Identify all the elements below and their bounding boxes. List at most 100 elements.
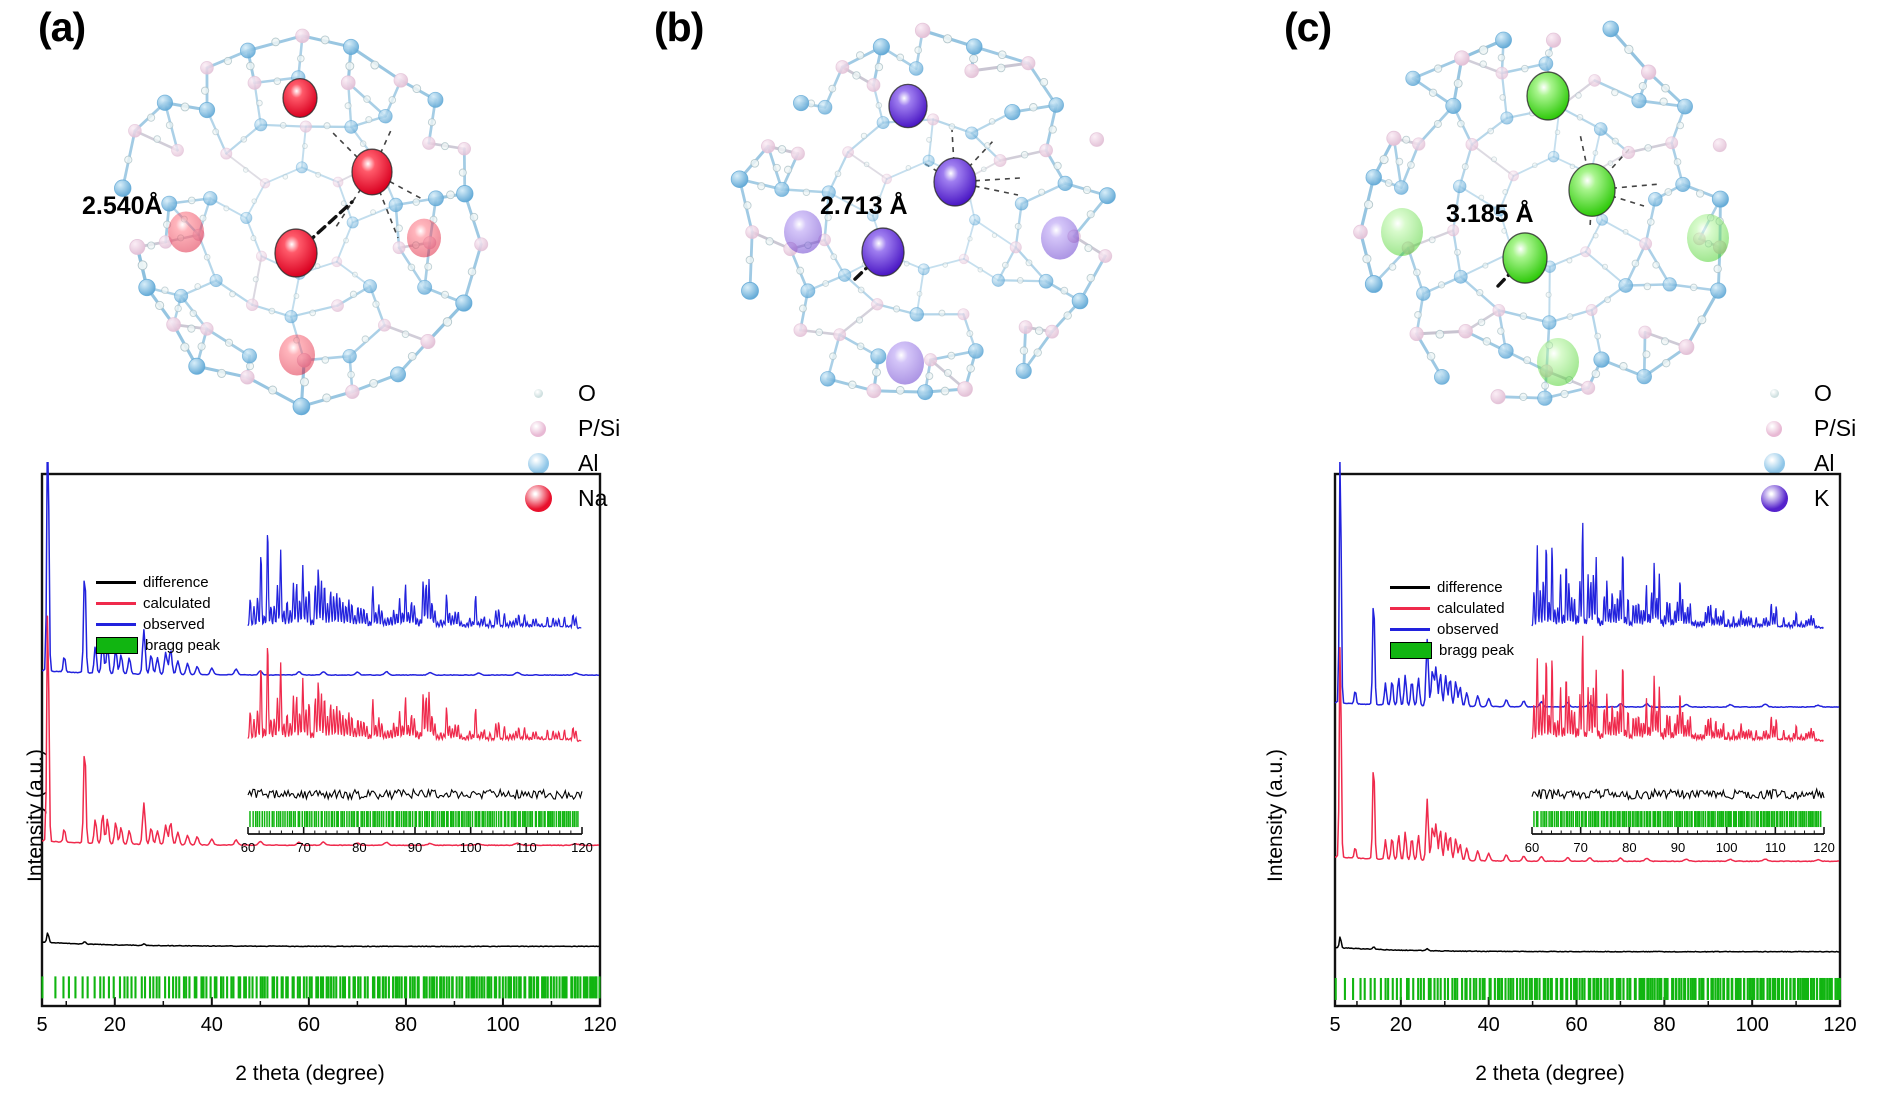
main-x-ticks-a: 5 20 40 60 80 100 120: [0, 462, 620, 1082]
legend-label-difference: difference: [1437, 579, 1503, 596]
inset-tick-100: 100: [459, 840, 482, 855]
inset-x-ticks-a: 60 70 80 90 100 110 120: [0, 462, 620, 1062]
x-tick-20: 20: [103, 1014, 126, 1036]
x-tick-5: 5: [36, 1014, 48, 1036]
inset-x-ticks-b: 60 70 80 90 100 110 120: [1240, 462, 1860, 1062]
inset-tick-120: 120: [571, 840, 593, 855]
panel-b-label: (b): [654, 4, 704, 50]
inset-tick-70: 70: [296, 840, 311, 855]
legend-row-PSi: P/Si: [1760, 411, 1856, 446]
legend-row-PSi: P/Si: [524, 411, 620, 446]
legend-row-cation: K: [1760, 481, 1856, 516]
atom-swatch-PSi: [1766, 420, 1782, 437]
main-x-ticks-b: 5 20 40 60 80 100 120: [1240, 462, 1860, 1082]
xrd-canvas-a: [40, 462, 602, 1008]
x-tick-60: 60: [1565, 1014, 1588, 1036]
legend-row-calculated: calculated: [96, 593, 220, 614]
x-tick-5: 5: [1329, 1014, 1341, 1036]
legend-swatch-observed: [96, 623, 136, 626]
legend-row-bragg: bragg peak: [1390, 640, 1514, 661]
x-tick-100: 100: [486, 1014, 520, 1036]
legend-label-observed: observed: [1437, 621, 1499, 638]
distance-label-c: 3.185 Å: [1446, 200, 1534, 228]
legend-label-difference: difference: [143, 574, 209, 591]
x-tick-100: 100: [1735, 1014, 1769, 1036]
atom-label-O: O: [578, 380, 596, 406]
structure-diagram-a: 2.540Å: [0, 10, 620, 450]
legend-swatch-difference: [1390, 586, 1430, 589]
panel-c-label: (c): [1284, 4, 1332, 50]
legend-label-bragg: bragg peak: [145, 637, 221, 654]
plot-legend-a: difference calculated observed bragg pea…: [96, 572, 220, 656]
x-axis-label-a: 2 theta (degree): [235, 1062, 385, 1085]
inset-tick-90: 90: [407, 840, 423, 855]
zeolite-framework-a: [114, 28, 489, 416]
atom-legend-b: O P/Si Al K: [1760, 376, 1856, 516]
inset-tick-60: 60: [240, 840, 256, 855]
inset-tick-110: 110: [515, 840, 537, 855]
legend-label-calculated: calculated: [1437, 600, 1505, 617]
legend-swatch-calculated: [1390, 607, 1430, 610]
atom-legend-a: O P/Si Al Na: [524, 376, 620, 516]
zeolite-framework-b: [730, 22, 1116, 401]
legend-row-bragg: bragg peak: [96, 635, 220, 656]
inset-tick-80: 80: [352, 840, 367, 855]
atom-swatch-O: [1769, 389, 1779, 398]
legend-swatch-observed: [1390, 628, 1430, 631]
legend-label-calculated: calculated: [143, 595, 211, 612]
inset-tick-70: 70: [1573, 840, 1588, 855]
panel-b: (b) 2.713 Å O P/Si Al K Intensity (a.u.)…: [620, 0, 1857, 1103]
legend-label-bragg: bragg peak: [1439, 642, 1515, 659]
plot-legend-b: difference calculated observed bragg pea…: [1390, 577, 1514, 661]
xrd-canvas-b: [1333, 462, 1842, 1008]
inset-tick-100: 100: [1715, 840, 1738, 855]
x-tick-120: 120: [1823, 1014, 1857, 1036]
distance-label-a: 2.540Å: [82, 192, 163, 220]
legend-row-Al: Al: [524, 446, 620, 481]
atom-label-Al: Al: [578, 450, 599, 476]
atom-swatch-K: [1760, 485, 1788, 512]
atom-swatch-O: [533, 389, 543, 398]
inset-tick-80: 80: [1622, 840, 1637, 855]
legend-row-O: O: [524, 376, 620, 411]
inset-tick-110: 110: [1764, 840, 1786, 855]
x-axis-label-b: 2 theta (degree): [1475, 1062, 1625, 1085]
atom-label-Al: Al: [1814, 450, 1835, 476]
inset-tick-60: 60: [1524, 840, 1540, 855]
atom-label-O: O: [1814, 380, 1832, 406]
inset-tick-120: 120: [1813, 840, 1835, 855]
structure-diagram-c: 3.185 Å: [1240, 10, 1881, 450]
atom-swatch-PSi: [530, 420, 546, 437]
legend-row-observed: observed: [1390, 619, 1514, 640]
atom-label-PSi: P/Si: [1814, 415, 1857, 441]
panel-a-label: (a): [38, 4, 86, 50]
x-tick-60: 60: [297, 1014, 320, 1036]
panel-c: (c) 3.185 Å O P/Si Al Cs Intensity (a.u.…: [1240, 0, 1881, 1103]
legend-swatch-calculated: [96, 602, 136, 605]
legend-row-Al: Al: [1760, 446, 1856, 481]
x-tick-20: 20: [1389, 1014, 1412, 1036]
legend-row-difference: difference: [96, 572, 220, 593]
legend-swatch-difference: [96, 581, 136, 584]
distance-label-b: 2.713 Å: [820, 192, 908, 220]
atom-swatch-Al: [1763, 453, 1785, 474]
legend-row-calculated: calculated: [1390, 598, 1514, 619]
legend-row-difference: difference: [1390, 577, 1514, 598]
x-tick-40: 40: [1477, 1014, 1500, 1036]
xrd-plot-a: Intensity (a.u.) difference calculated o…: [0, 462, 620, 1103]
x-tick-40: 40: [200, 1014, 223, 1036]
atom-label-PSi: P/Si: [578, 415, 621, 441]
legend-label-observed: observed: [143, 616, 205, 633]
atom-swatch-Al: [527, 453, 549, 474]
legend-row-O: O: [1760, 376, 1856, 411]
atom-swatch-Na: [524, 485, 552, 512]
inset-tick-90: 90: [1670, 840, 1686, 855]
atom-label-K: K: [1814, 485, 1830, 511]
legend-row-observed: observed: [96, 614, 220, 635]
panel-a: (a) 2.540Å O P/Si Al Na Intensity (a.u.)…: [0, 0, 620, 1103]
zeolite-framework-c: [1353, 20, 1729, 406]
x-tick-120: 120: [583, 1014, 617, 1036]
x-tick-80: 80: [1653, 1014, 1676, 1036]
xrd-plot-b: Intensity (a.u.) difference calculated o…: [1240, 462, 1860, 1103]
structure-diagram-b: 2.713 Å: [620, 10, 1240, 450]
